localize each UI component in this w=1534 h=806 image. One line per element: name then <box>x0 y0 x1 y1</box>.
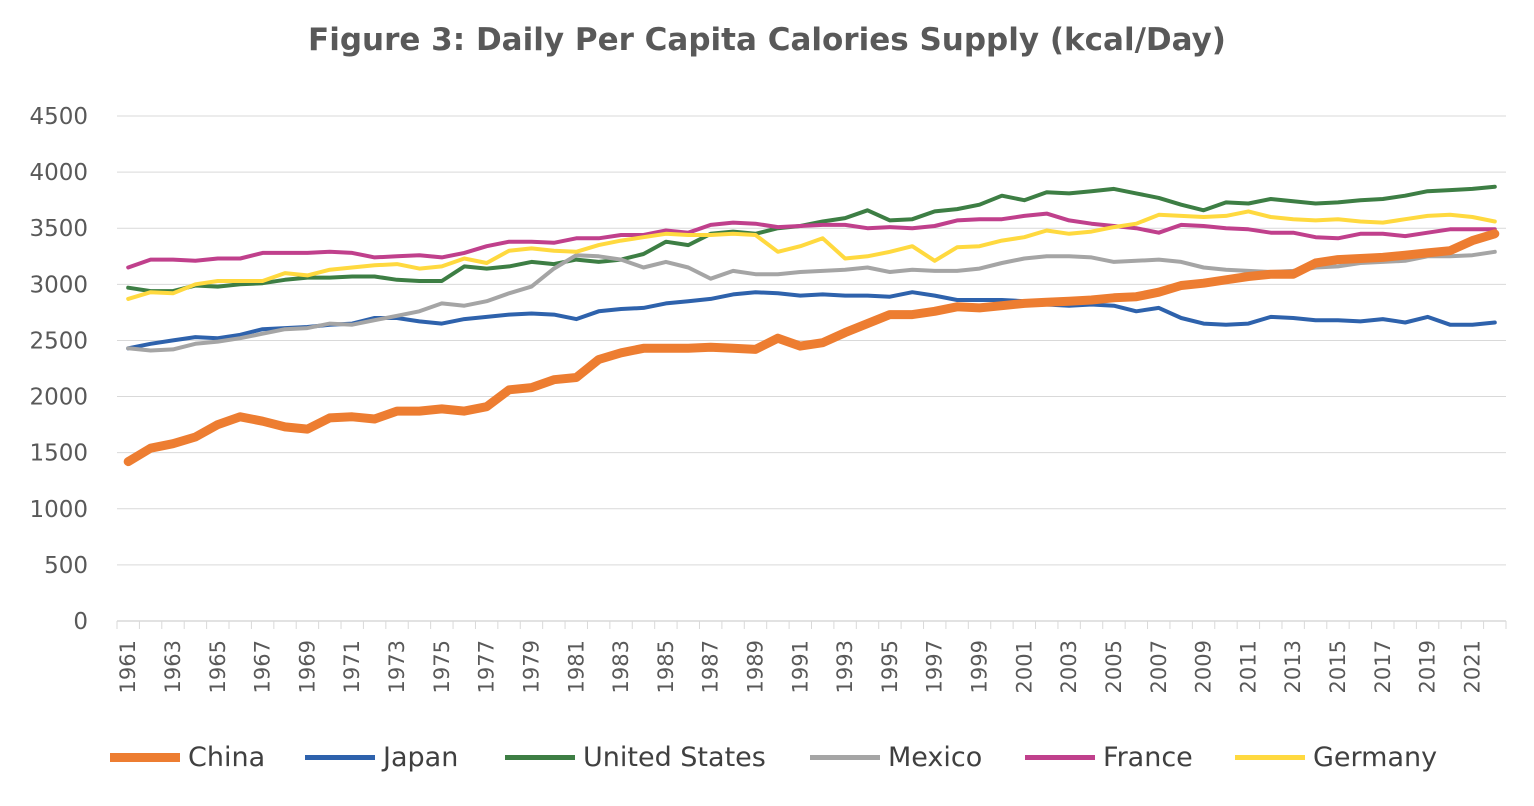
y-tick-label: 3500 <box>29 216 88 242</box>
x-tick-label: 1969 <box>295 640 319 693</box>
x-tick-label: 1965 <box>206 640 230 693</box>
y-tick-label: 1000 <box>29 497 88 523</box>
y-tick-label: 0 <box>73 609 88 635</box>
x-tick-label: 2017 <box>1371 640 1395 693</box>
x-tick-label: 1999 <box>968 640 992 693</box>
series-line-china <box>123 229 1500 467</box>
x-tick-label: 1983 <box>609 640 633 693</box>
line-chart: 0 500 1000 1500 2000 2500 3000 3500 4000 4500 1961… <box>29 104 1507 693</box>
x-tick-label: 1987 <box>699 640 723 693</box>
legend-item-mexico: Mexico <box>810 735 982 779</box>
x-tick-label: 1971 <box>340 640 364 693</box>
x-tick-label: 1961 <box>116 640 140 693</box>
x-tick-label: 1963 <box>161 640 185 693</box>
y-tick-label: 4500 <box>29 104 88 130</box>
legend-label: Mexico <box>888 741 983 773</box>
x-tick-label: 2005 <box>1102 640 1126 693</box>
x-tick-label: 1975 <box>430 640 454 693</box>
series-line-germany <box>126 209 1497 301</box>
x-tick-label: 1993 <box>833 640 857 693</box>
x-tick-label: 2009 <box>1192 640 1216 693</box>
x-tick-label: 1989 <box>743 640 767 693</box>
x-tick-label: 1973 <box>385 640 409 693</box>
x-tick-label: 2003 <box>1057 640 1081 693</box>
series-line-mexico <box>126 249 1497 353</box>
legend-swatch <box>1025 754 1095 760</box>
legend-item-china: China <box>110 735 265 779</box>
x-tick-label: 1981 <box>564 640 588 693</box>
y-tick-label: 4000 <box>29 160 88 186</box>
y-tick-label: 2000 <box>29 385 88 411</box>
legend-item-germany: Germany <box>1235 735 1437 779</box>
x-tick-label: 2019 <box>1416 640 1440 693</box>
legend-swatch <box>1235 754 1305 760</box>
x-tick-label: 2021 <box>1460 640 1484 693</box>
x-tick-label: 1997 <box>923 640 947 693</box>
chart-title: Figure 3: Daily Per Capita Calories Supp… <box>308 22 1226 58</box>
x-tick-label: 2011 <box>1236 640 1260 693</box>
y-tick-label: 3000 <box>29 272 88 298</box>
legend-label: Germany <box>1313 741 1438 773</box>
legend-item-united-states: United States <box>505 735 766 779</box>
x-tick-label: 2001 <box>1012 640 1036 693</box>
x-tick-label: 2015 <box>1326 640 1350 693</box>
x-tick-label: 2013 <box>1281 640 1305 693</box>
legend-swatch <box>810 754 880 760</box>
chart-legend: China Japan United States Mexico France Germa… <box>0 735 1534 779</box>
x-tick-label: 1991 <box>788 640 812 693</box>
series-line-france <box>126 211 1497 270</box>
y-tick-label: 2500 <box>29 328 88 354</box>
legend-label: Japan <box>383 741 459 773</box>
x-tick-label: 1985 <box>654 640 678 693</box>
legend-label: France <box>1103 741 1193 773</box>
legend-label: China <box>188 741 266 773</box>
y-tick-label: 1500 <box>29 441 88 467</box>
legend-swatch <box>110 752 180 762</box>
x-tick-label: 1967 <box>251 640 275 693</box>
legend-label: United States <box>583 741 766 773</box>
x-tick-label: 1977 <box>475 640 499 693</box>
legend-item-france: France <box>1025 735 1193 779</box>
legend-swatch <box>305 754 375 760</box>
x-tick-label: 1979 <box>519 640 543 693</box>
legend-item-japan: Japan <box>305 735 458 779</box>
legend-swatch <box>505 754 575 760</box>
x-tick-label: 2007 <box>1147 640 1171 693</box>
y-tick-label: 500 <box>44 553 88 579</box>
x-tick-label: 1995 <box>878 640 902 693</box>
